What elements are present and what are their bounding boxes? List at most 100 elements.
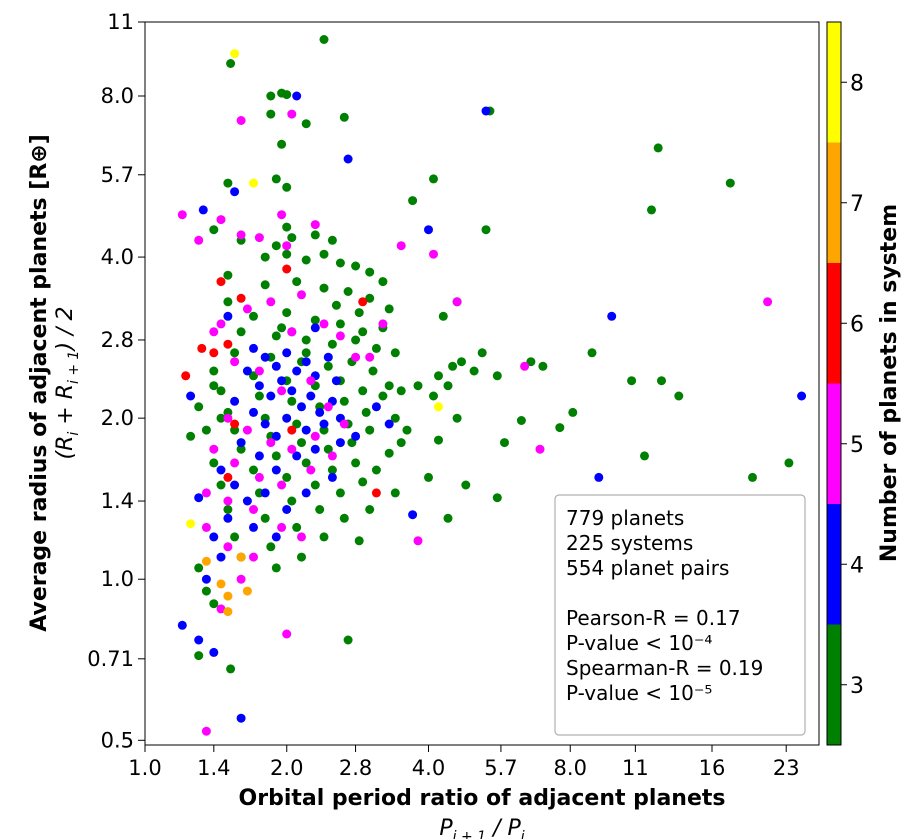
data-point-3-planet-system [223,297,233,307]
data-point-3-planet-system [292,419,302,429]
data-point-5-planet-system [413,536,423,546]
data-point-4-planet-system [242,366,252,376]
data-point-4-planet-system [331,376,341,386]
data-point-3-planet-system [287,396,297,406]
data-point-3-planet-system [249,465,258,475]
data-point-3-planet-system [209,458,219,468]
data-point-4-planet-system [271,361,281,371]
data-point-5-planet-system [327,451,337,461]
colorbar-segment-7 [827,142,841,263]
data-point-4-planet-system [230,396,240,406]
data-point-3-planet-system [230,532,240,542]
data-point-5-planet-system [306,465,316,475]
data-point-5-planet-system [194,235,204,245]
data-point-3-planet-system [390,413,400,423]
data-point-8-planet-system [249,178,258,188]
data-point-5-planet-system [230,458,240,468]
x-axis-formula: Pi + 1 / Pi [439,816,524,839]
y-tick-label: 1.0 [101,567,134,591]
data-point-5-planet-system [236,230,246,240]
data-point-5-planet-system [282,241,292,251]
colorbar-segment-6 [827,263,841,384]
data-point-3-planet-system [657,376,666,386]
data-point-4-planet-system [310,323,320,333]
data-point-3-planet-system [209,381,219,391]
data-point-3-planet-system [194,563,204,573]
data-point-4-planet-system [236,438,246,448]
data-point-4-planet-system [319,419,329,429]
data-point-5-planet-system [242,425,252,435]
data-point-6-planet-system [223,339,233,349]
data-point-3-planet-system [368,366,378,376]
data-point-5-planet-system [216,319,226,329]
data-point-3-planet-system [384,448,394,458]
data-point-3-planet-system [429,174,438,184]
data-point-6-planet-system [358,297,368,307]
data-point-3-planet-system [365,425,375,435]
data-point-3-planet-system [339,112,349,122]
x-axis-label: Orbital period ratio of adjacent planets [239,786,726,811]
data-point-4-planet-system [301,425,311,435]
data-point-3-planet-system [627,376,637,386]
data-point-3-planet-system [358,327,368,337]
data-point-5-planet-system [287,444,297,454]
x-tick-label: 8.0 [554,756,587,780]
x-tick-label: 5.7 [484,756,517,780]
data-point-8-planet-system [230,49,240,59]
data-point-3-planet-system [223,270,233,280]
data-point-4-planet-system [242,496,252,506]
data-point-3-planet-system [335,258,345,268]
data-point-4-planet-system [315,407,325,417]
data-point-6-planet-system [282,264,292,274]
data-point-3-planet-system [443,513,453,523]
data-point-6-planet-system [197,343,207,353]
data-point-3-planet-system [201,425,211,435]
colorbar-ticks: 3 4 5 6 7 8 [841,71,864,699]
data-point-5-planet-system [223,496,233,506]
annotation-frame [554,494,806,736]
data-point-3-planet-system [271,451,281,461]
data-point-4-planet-system [260,352,270,362]
data-point-3-planet-system [249,311,258,321]
data-point-3-planet-system [194,651,204,661]
data-point-3-planet-system [413,381,423,391]
data-point-3-planet-system [216,480,226,490]
data-point-3-planet-system [351,261,361,271]
data-point-6-planet-system [236,293,246,303]
data-point-3-planet-system [327,339,337,349]
data-point-3-planet-system [343,635,353,645]
x-tick-label: 2.8 [339,756,372,780]
data-point-3-planet-system [784,458,794,468]
data-point-3-planet-system [358,477,368,487]
data-point-3-planet-system [339,513,349,523]
data-point-3-planet-system [282,249,292,259]
data-point-4-planet-system [209,532,219,542]
data-point-3-planet-system [358,386,368,396]
annotation-line-pairs: 554 planet pairs [566,556,729,580]
data-point-4-planet-system [292,91,302,101]
data-point-7-planet-system [236,552,246,562]
colorbar [826,21,842,746]
data-point-5-planet-system [266,297,276,307]
data-point-3-planet-system [587,348,597,358]
data-point-3-planet-system [319,283,329,293]
data-point-4-planet-system [384,419,394,429]
data-point-3-planet-system [351,335,361,345]
y-tick-label: 8.0 [101,84,134,108]
data-point-4-planet-system [306,391,316,401]
data-point-3-planet-system [301,335,311,345]
data-point-3-planet-system [310,230,320,240]
data-point-3-planet-system [301,119,311,129]
data-point-3-planet-system [390,348,400,358]
data-point-5-planet-system [223,542,233,552]
data-point-3-planet-system [319,532,329,542]
data-point-4-planet-system [292,451,302,461]
colorbar-tick-label: 8 [850,71,864,96]
colorbar-segment-4 [827,504,841,625]
data-point-3-planet-system [443,381,453,391]
data-point-4-planet-system [194,493,204,503]
data-point-3-planet-system [282,182,292,192]
data-point-3-planet-system [277,139,287,149]
x-tick-label: 23 [773,756,800,780]
